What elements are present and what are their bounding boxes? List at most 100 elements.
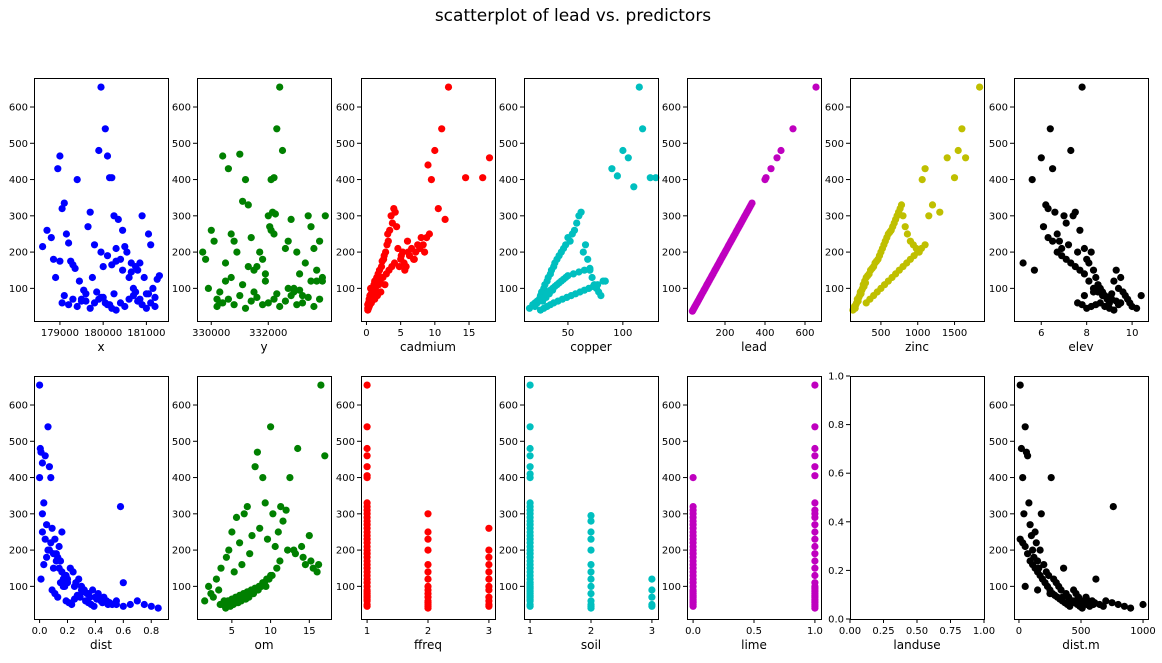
data-point: [1139, 600, 1147, 609]
data-point: [812, 83, 820, 91]
data-point: [97, 293, 105, 301]
data-point: [1066, 602, 1074, 610]
data-point: [958, 125, 966, 133]
data-point: [526, 381, 534, 389]
data-point: [363, 588, 371, 596]
data-point: [608, 165, 616, 173]
x-tick-label: 10: [1126, 328, 1139, 339]
data-point: [240, 510, 248, 518]
x-tick-label: 5: [397, 328, 403, 339]
y-tick-label: 500: [989, 437, 1008, 448]
data-point: [273, 564, 281, 572]
y-tick-label: 100: [499, 284, 518, 295]
data-point: [438, 125, 446, 133]
data-point: [811, 564, 819, 572]
data-point: [60, 292, 68, 300]
data-point: [140, 600, 148, 609]
data-point: [921, 165, 929, 173]
y-tick-label: 400: [172, 473, 191, 484]
data-point: [586, 264, 594, 272]
data-point: [151, 302, 159, 311]
data-point: [307, 223, 315, 231]
x-tick-label: 500: [871, 328, 890, 339]
data-point: [112, 600, 120, 609]
data-point: [36, 474, 44, 482]
data-point: [899, 212, 907, 220]
data-point: [281, 244, 289, 253]
data-point: [773, 154, 781, 162]
data-point: [222, 553, 230, 561]
data-point: [811, 550, 819, 558]
data-point: [401, 266, 409, 274]
data-point: [424, 546, 432, 554]
data-point: [262, 582, 270, 591]
data-point: [49, 564, 58, 572]
data-point: [43, 553, 51, 561]
data-point: [1062, 219, 1070, 227]
y-tick-label: 0.2: [828, 566, 844, 577]
data-point: [296, 286, 304, 294]
data-point: [811, 528, 819, 536]
data-point: [138, 212, 146, 220]
data-point: [526, 474, 534, 482]
data-point: [55, 542, 63, 551]
data-point: [526, 423, 534, 431]
data-point: [1071, 597, 1079, 605]
y-tick-label: 600: [336, 401, 355, 412]
x-tick-label: 3: [649, 626, 655, 637]
scatter-points: [36, 381, 162, 612]
data-point: [112, 257, 120, 265]
data-point: [230, 237, 238, 245]
scatter-points: [688, 83, 820, 315]
x-tick-label: 0.0: [32, 626, 48, 637]
data-point: [1019, 474, 1027, 482]
data-point: [441, 215, 449, 223]
data-point: [47, 539, 55, 547]
data-point: [1058, 593, 1066, 601]
y-tick-label: 300: [662, 509, 681, 520]
data-point: [73, 302, 81, 311]
data-point: [307, 277, 315, 285]
data-point: [1071, 208, 1079, 216]
y-tick-label: 300: [499, 509, 518, 520]
data-point: [397, 252, 405, 260]
data-point: [45, 546, 54, 554]
data-point: [114, 215, 122, 223]
data-point: [762, 174, 770, 182]
data-point: [318, 273, 326, 282]
data-point: [811, 535, 819, 543]
data-point: [103, 152, 112, 160]
data-point: [1108, 599, 1116, 607]
data-point: [462, 174, 470, 182]
y-tick-label: 200: [172, 546, 191, 557]
data-point: [1092, 273, 1100, 282]
x-tick-label: 0: [1016, 626, 1022, 637]
data-point: [579, 248, 587, 256]
data-point: [246, 550, 254, 558]
data-point: [811, 499, 819, 507]
data-point: [207, 226, 215, 234]
data-point: [1053, 230, 1061, 238]
data-point: [40, 499, 48, 507]
data-point: [1024, 550, 1032, 558]
axes-frame: [361, 78, 496, 322]
data-point: [48, 524, 56, 532]
data-point: [587, 517, 595, 525]
y-tick-label: 600: [989, 103, 1008, 114]
data-point: [261, 270, 269, 278]
data-point: [236, 150, 244, 158]
data-point: [270, 174, 278, 182]
y-tick-label: 500: [172, 139, 191, 150]
data-point: [587, 575, 595, 583]
data-point: [410, 255, 418, 263]
data-point: [52, 273, 60, 282]
data-point: [224, 165, 232, 173]
y-tick-label: 400: [662, 473, 681, 484]
data-point: [424, 568, 432, 576]
data-point: [921, 241, 929, 249]
data-point: [587, 528, 595, 536]
y-tick-label: 400: [9, 473, 28, 484]
data-point: [298, 299, 307, 307]
x-tick-label: 1: [364, 626, 370, 637]
data-point: [254, 586, 262, 594]
